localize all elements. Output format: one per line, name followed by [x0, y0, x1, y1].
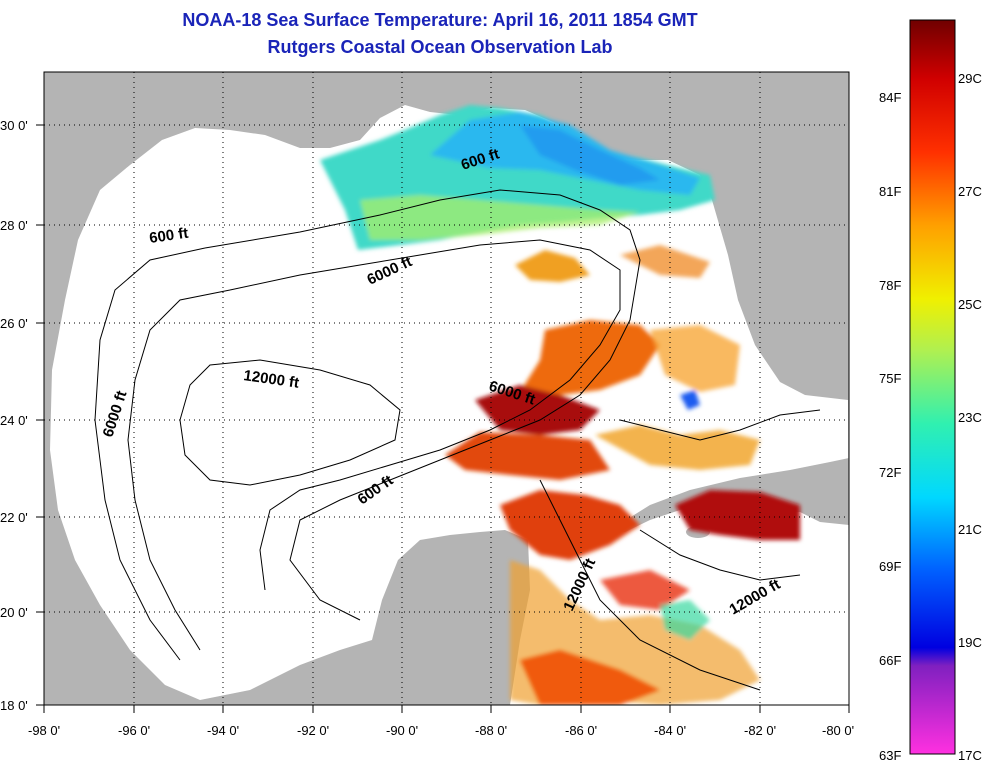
y-axis-labels: 30 0' 28 0' 26 0' 24 0' 22 0' 20 0' 18 0…	[0, 118, 28, 713]
x-axis-labels: -98 0' -96 0' -94 0' -92 0' -90 0' -88 0…	[28, 723, 854, 738]
colorbar-f-label: 84F	[879, 90, 901, 105]
y-tick-label: 26 0'	[0, 316, 28, 331]
sst-data	[320, 105, 800, 705]
y-tick-label: 18 0'	[0, 698, 28, 713]
y-tick-label: 28 0'	[0, 218, 28, 233]
colorbar-fahrenheit-labels: 84F 81F 78F 75F 72F 69F 66F 63F	[879, 90, 901, 763]
colorbar-c-label: 19C	[958, 635, 982, 650]
colorbar-c-label: 27C	[958, 184, 982, 199]
x-tick-label: -84 0'	[654, 723, 686, 738]
tick-marks	[36, 124, 850, 713]
x-tick-label: -88 0'	[475, 723, 507, 738]
x-tick-label: -96 0'	[118, 723, 150, 738]
y-tick-label: 20 0'	[0, 605, 28, 620]
colorbar-f-label: 69F	[879, 559, 901, 574]
colorbar-f-label: 81F	[879, 184, 901, 199]
x-tick-label: -94 0'	[207, 723, 239, 738]
x-tick-label: -92 0'	[297, 723, 329, 738]
map-title: NOAA-18 Sea Surface Temperature: April 1…	[182, 10, 698, 30]
colorbar-f-label: 75F	[879, 371, 901, 386]
colorbar-c-label: 21C	[958, 522, 982, 537]
y-tick-label: 22 0'	[0, 510, 28, 525]
colorbar-c-label: 25C	[958, 297, 982, 312]
colorbar-f-label: 72F	[879, 465, 901, 480]
y-tick-label: 24 0'	[0, 413, 28, 428]
map-frame	[43, 71, 850, 706]
colorbar-f-label: 66F	[879, 653, 901, 668]
bathymetry-contours	[94, 189, 821, 691]
x-tick-label: -82 0'	[744, 723, 776, 738]
y-tick-label: 30 0'	[0, 118, 28, 133]
x-tick-label: -90 0'	[386, 723, 418, 738]
contour-label: 600 ft	[148, 225, 189, 247]
colorbar-c-label: 17C	[958, 748, 982, 763]
x-tick-label: -86 0'	[565, 723, 597, 738]
x-tick-label: -80 0'	[822, 723, 854, 738]
colorbar-f-label: 63F	[879, 748, 901, 763]
colorbar	[909, 19, 956, 755]
colorbar-c-label: 29C	[958, 71, 982, 86]
colorbar-celsius-labels: 29C 27C 25C 23C 21C 19C 17C	[958, 71, 982, 763]
graticule	[44, 72, 849, 705]
map-subtitle: Rutgers Coastal Ocean Observation Lab	[267, 37, 613, 57]
colorbar-f-label: 78F	[879, 278, 901, 293]
colorbar-c-label: 23C	[958, 410, 982, 425]
x-tick-label: -98 0'	[28, 723, 60, 738]
